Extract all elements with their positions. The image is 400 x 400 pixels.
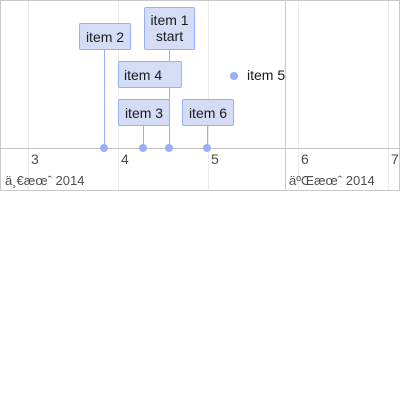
timeline[interactable]: item 2 item 1 start item 4 item 3 item 6…	[0, 0, 400, 191]
axis-major-label: ä¸€æœˆ 2014	[5, 173, 85, 188]
grid-line-minor	[208, 1, 209, 190]
item-6-label: item 6	[188, 105, 228, 121]
grid-line-minor	[118, 1, 119, 190]
grid-line-minor	[298, 1, 299, 190]
item-2-dot	[100, 144, 108, 152]
axis-major-label: äºŒæœˆ 2014	[289, 173, 375, 188]
grid-line-minor	[28, 1, 29, 190]
time-axis-line	[1, 148, 399, 149]
item-3-stem	[143, 125, 144, 148]
item-1-dot	[165, 144, 173, 152]
item-2-box[interactable]: item 2	[79, 23, 131, 50]
grid-line-minor	[388, 1, 389, 190]
item-3-label: item 3	[124, 105, 164, 121]
axis-tick-label: 5	[211, 151, 219, 167]
axis-tick-label: 4	[121, 151, 129, 167]
item-6-stem	[207, 125, 208, 148]
item-1-stem	[169, 49, 170, 148]
item-1-box[interactable]: item 1 start	[144, 7, 195, 50]
item-1-sublabel: start	[155, 28, 184, 44]
item-5-dot[interactable]	[230, 72, 238, 80]
axis-tick-label: 6	[301, 151, 309, 167]
item-4-label: item 4	[124, 67, 163, 83]
item-2-stem	[104, 49, 105, 148]
axis-tick-label: 7	[391, 151, 399, 167]
item-6-dot	[203, 144, 211, 152]
item-2-label: item 2	[85, 29, 125, 45]
item-1-label: item 1	[150, 12, 189, 28]
axis-tick-label: 3	[31, 151, 39, 167]
item-5-label[interactable]: item 5	[247, 67, 286, 83]
item-3-box[interactable]: item 3	[118, 99, 170, 126]
item-6-box[interactable]: item 6	[182, 99, 234, 126]
item-4-box[interactable]: item 4	[118, 61, 182, 88]
item-3-dot	[139, 144, 147, 152]
grid-line-major	[285, 1, 286, 190]
